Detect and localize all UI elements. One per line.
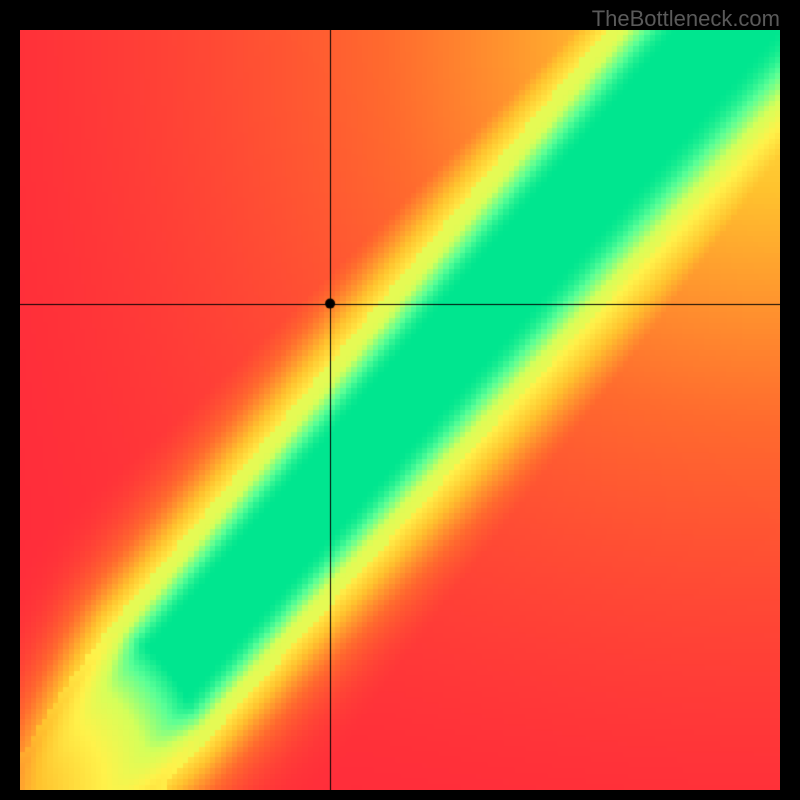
crosshair-overlay [20, 30, 780, 790]
watermark-text: TheBottleneck.com [592, 6, 780, 32]
chart-container: TheBottleneck.com [0, 0, 800, 800]
